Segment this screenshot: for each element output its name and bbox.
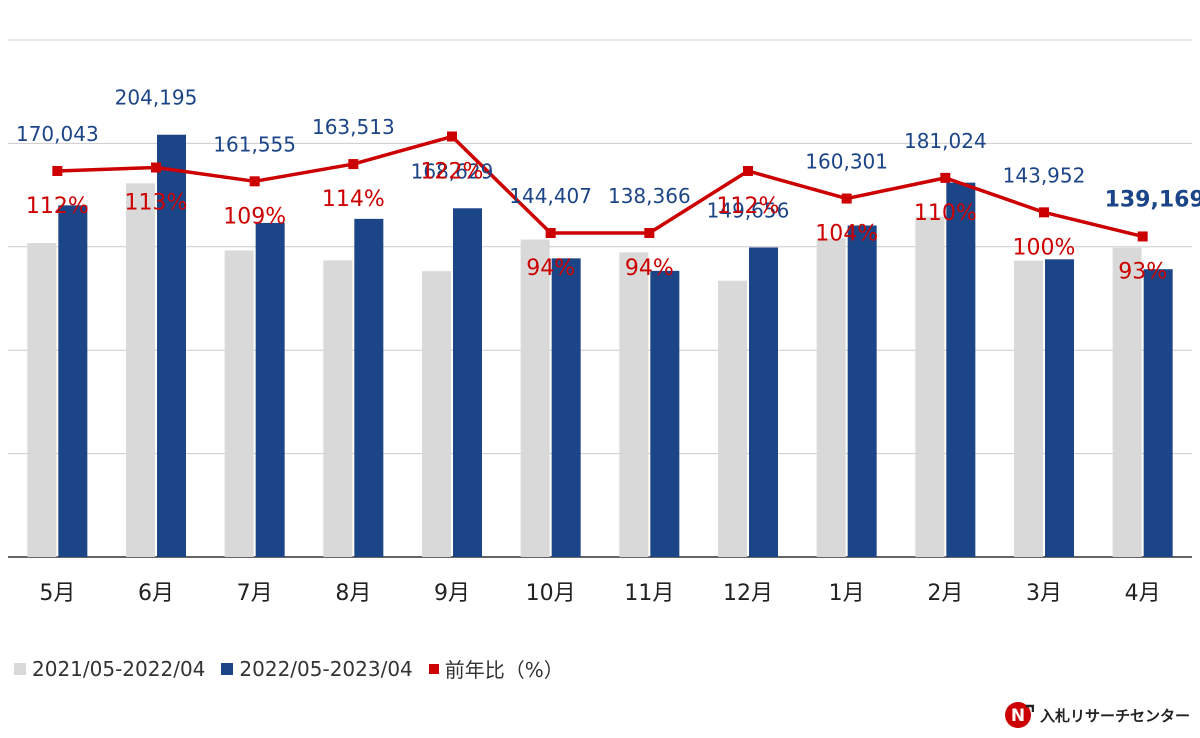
ratio-point-5 [447, 131, 457, 142]
ratio-point-1 [52, 165, 63, 176]
bar-prev-1 [27, 243, 57, 557]
ratio-label-8: 112% [717, 194, 780, 219]
legend-swatch-ratio [428, 663, 439, 674]
ratio-point-10 [940, 172, 951, 183]
ratio-label-2: 113% [125, 191, 188, 216]
bar-current-9 [847, 225, 877, 557]
legend: 2021/05-2022/04 2022/05-2023/04 前年比（%） [14, 654, 580, 683]
ratio-point-4 [348, 159, 359, 170]
bar-prev-11 [1014, 260, 1043, 557]
bar-current-label-1: 170,043 [16, 122, 99, 146]
bar-prev-9 [816, 238, 846, 557]
ratio-label-4: 114% [322, 187, 385, 212]
bar-current-label-5: 168,629 [411, 159, 494, 183]
ratio-point-6 [545, 228, 556, 239]
ratio-label-9: 104% [815, 222, 878, 247]
x-tick-label: 9月 [434, 581, 470, 606]
ratio-point-7 [644, 228, 655, 239]
bar-current-label-2: 204,195 [115, 86, 198, 110]
ratio-point-2 [151, 162, 161, 173]
x-tick-label: 3月 [1026, 581, 1062, 606]
ratio-label-7: 94% [625, 256, 674, 281]
ratio-point-3 [249, 176, 260, 187]
ratio-point-9 [841, 193, 852, 204]
bar-current-label-9: 160,301 [805, 150, 888, 174]
brand-logo: N [1004, 702, 1034, 728]
bar-current-6 [551, 258, 581, 557]
ratio-label-3: 109% [223, 204, 286, 229]
x-tick-label: 10月 [526, 581, 576, 606]
x-tick-label: 5月 [39, 581, 75, 606]
x-tick-label: 11月 [624, 581, 674, 606]
bar-current-7 [650, 270, 680, 557]
bar-prev-12 [1112, 247, 1142, 557]
bar-prev-4 [323, 260, 353, 557]
x-tick-label: 1月 [829, 581, 865, 606]
bar-current-12 [1143, 269, 1173, 557]
brand-name: 入札リサーチセンター [1039, 706, 1190, 725]
ratio-point-11 [1039, 207, 1049, 218]
x-tick-label: 7月 [237, 581, 273, 606]
bar-current-label-4: 163,513 [312, 115, 395, 139]
legend-label-ratio: 前年比（%） [444, 658, 564, 682]
bar-prev-8 [718, 280, 747, 557]
bar-current-label-11: 143,952 [1003, 163, 1086, 187]
ratio-label-6: 94% [526, 256, 575, 281]
bar-prev-2 [126, 183, 155, 558]
ratio-label-12: 93% [1118, 259, 1167, 284]
ratio-point-8 [743, 165, 753, 176]
svg-text:N: N [1011, 706, 1025, 726]
x-tick-label: 6月 [138, 581, 174, 606]
ratio-label-1: 112% [26, 194, 89, 219]
legend-item-prev: 2021/05-2022/04 [14, 657, 205, 681]
bar-prev-5 [422, 271, 451, 557]
bar-current-3 [255, 222, 285, 557]
bar-current-1 [58, 205, 88, 557]
legend-label-prev: 2021/05-2022/04 [32, 656, 206, 681]
bar-current-label-8: 149,656 [707, 199, 790, 223]
bar-current-label-12: 139,169 [1105, 187, 1200, 212]
brand: N 入札リサーチセンター [1004, 700, 1190, 730]
legend-label-current: 2022/05-2023/04 [239, 656, 413, 681]
bar-prev-6 [520, 239, 550, 557]
x-tick-label: 4月 [1125, 581, 1161, 606]
bar-current-4 [354, 218, 384, 558]
x-tick-label: 2月 [927, 581, 963, 606]
chart: 5月 6月 7月 8月 9月 10月 11月 12月 1月 2月 3月 4月 170,043 204,19… [8, 39, 1200, 606]
bar-current-label-7: 138,366 [608, 184, 691, 208]
ratio-point-12 [1137, 231, 1148, 242]
bar-current-label-10: 181,024 [904, 129, 987, 153]
bar-prev-3 [224, 250, 254, 557]
bar-current-5 [453, 208, 482, 558]
legend-swatch-prev [14, 662, 26, 675]
x-tick-label: 8月 [335, 581, 371, 606]
ratio-label-5: 122% [421, 160, 484, 185]
x-tick-label: 12月 [723, 581, 773, 606]
bar-current-10 [946, 182, 976, 557]
ratio-label-10: 110% [914, 201, 977, 226]
bar-current-2 [157, 134, 186, 558]
bar-prev-10 [915, 216, 945, 558]
bar-prev-7 [619, 252, 649, 557]
bar-current-label-3: 161,555 [213, 132, 296, 156]
bar-current-label-6: 144,407 [509, 184, 592, 208]
legend-item-current: 2022/05-2023/04 [221, 656, 413, 681]
legend-swatch-current [221, 662, 234, 675]
ratio-label-11: 100% [1013, 235, 1076, 260]
bar-current-8 [749, 247, 778, 557]
ratio-line [57, 134, 1144, 239]
bar-current-11 [1045, 259, 1074, 557]
legend-item-ratio: 前年比（%） [428, 654, 564, 683]
